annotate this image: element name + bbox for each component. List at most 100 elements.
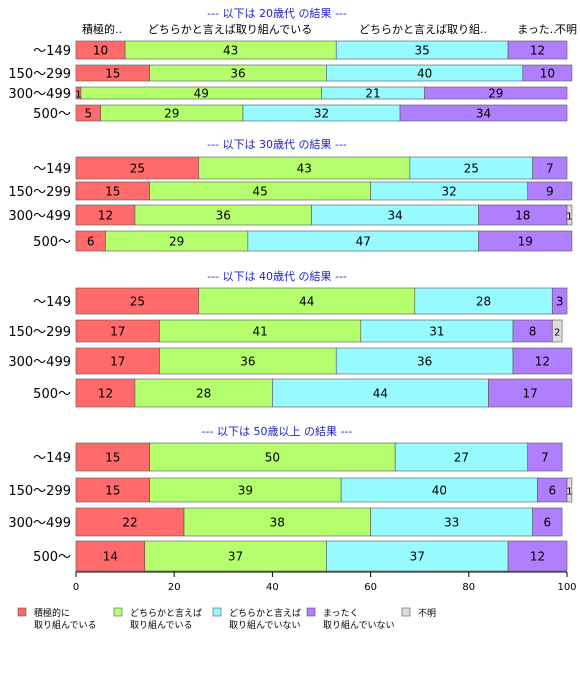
- data-label: 40: [417, 67, 432, 81]
- bar-segment: [75, 287, 200, 315]
- data-label: 37: [228, 550, 243, 564]
- bar-segment: [326, 540, 509, 572]
- data-label: 12: [535, 355, 550, 369]
- category-label: 500～: [33, 235, 71, 250]
- panel-title: --- 以下は 50歳以上 の結果 ---: [202, 424, 353, 438]
- data-label: 39: [238, 484, 253, 498]
- category-label: 300～499: [8, 209, 71, 224]
- category-label: 150～299: [8, 325, 71, 340]
- legend-swatch: [212, 607, 222, 617]
- bar-segment: [159, 347, 337, 375]
- x-tick-label: 60: [364, 582, 377, 593]
- data-label: 25: [130, 295, 145, 309]
- x-tick-label: 80: [462, 582, 475, 593]
- data-label: 5: [84, 107, 92, 121]
- data-label: 35: [415, 44, 430, 58]
- panel-title: --- 以下は 20歳代 の結果 ---: [207, 6, 347, 20]
- data-label: 14: [103, 550, 118, 564]
- category-label: 150～299: [8, 67, 71, 82]
- data-label: 12: [98, 209, 113, 223]
- data-label: 36: [230, 67, 245, 81]
- bar-segment: [527, 442, 563, 472]
- data-label: 44: [299, 295, 314, 309]
- data-label: 40: [432, 484, 447, 498]
- data-label: 41: [252, 325, 267, 339]
- x-tick-label: 100: [557, 582, 576, 593]
- legend-label: どちらかと言えば取り組んでいる: [130, 607, 202, 631]
- data-label: 15: [105, 451, 120, 465]
- bar-segment: [532, 156, 568, 180]
- data-label: 38: [270, 516, 285, 530]
- bar-segment: [566, 477, 573, 503]
- bar-segment: [399, 104, 568, 122]
- data-label: 43: [297, 162, 312, 176]
- bar-segment: [537, 477, 568, 503]
- category-label: 300～499: [8, 87, 71, 102]
- bar-segment: [75, 477, 150, 503]
- data-label: 9: [546, 185, 554, 199]
- bar-segment: [149, 477, 342, 503]
- column-header: 積極的..: [82, 22, 122, 36]
- bar-segment: [134, 378, 273, 408]
- data-label: 17: [523, 387, 538, 401]
- data-label: 12: [98, 387, 113, 401]
- bar-segment: [340, 477, 538, 503]
- bar-segment: [551, 319, 563, 343]
- category-label: 500～: [33, 387, 71, 402]
- category-label: 300～499: [8, 355, 71, 370]
- data-label: 6: [87, 235, 95, 249]
- bar-segment: [512, 347, 573, 375]
- data-label: 10: [540, 67, 555, 81]
- x-tick-label: 0: [73, 582, 79, 593]
- data-label: 7: [546, 162, 554, 176]
- bar-segment: [527, 181, 573, 201]
- data-label: 29: [164, 107, 179, 121]
- category-label: 500～: [33, 107, 71, 122]
- panel-title: --- 以下は 30歳代 の結果 ---: [207, 137, 347, 151]
- bar-segment: [507, 540, 568, 572]
- bar-segment: [551, 287, 568, 315]
- bar-segment: [272, 378, 489, 408]
- data-label: 25: [130, 162, 145, 176]
- category-label: 300～499: [8, 516, 71, 531]
- data-label: 21: [365, 87, 380, 101]
- data-label: 15: [105, 185, 120, 199]
- data-label: 43: [223, 44, 238, 58]
- data-label: 8: [529, 325, 537, 339]
- data-label: 34: [388, 209, 403, 223]
- legend-swatch: [401, 607, 411, 617]
- data-label: 29: [488, 87, 503, 101]
- panel-title: --- 以下は 40歳代 の結果 ---: [207, 269, 347, 283]
- category-label: 150～299: [8, 185, 71, 200]
- data-label: 47: [356, 235, 371, 249]
- data-label: 34: [476, 107, 491, 121]
- bar-segment: [144, 540, 327, 572]
- bar-segment: [522, 64, 573, 82]
- data-label: 1: [566, 487, 572, 498]
- column-header: 不明: [555, 23, 577, 36]
- data-label: 36: [417, 355, 432, 369]
- data-label: 28: [476, 295, 491, 309]
- legend-swatch: [113, 607, 123, 617]
- legend-swatch: [17, 607, 27, 617]
- bar-segment: [478, 230, 573, 252]
- data-label: 32: [314, 107, 329, 121]
- category-label: ～149: [33, 44, 71, 59]
- column-header: どちらかと言えば取り組んでいる: [148, 23, 312, 36]
- bar-segment: [414, 287, 553, 315]
- data-label: 27: [454, 451, 469, 465]
- bar-segment: [488, 378, 573, 408]
- legend-label: どちらかと言えば取り組んでいない: [229, 607, 301, 631]
- category-label: 500～: [33, 550, 71, 565]
- data-label: 32: [442, 185, 457, 199]
- bar-segment: [394, 442, 529, 472]
- legend-label: 不明: [418, 608, 436, 619]
- bar-segment: [532, 507, 563, 537]
- data-label: 49: [194, 87, 209, 101]
- bar-segment: [424, 86, 568, 100]
- data-label: 15: [105, 484, 120, 498]
- data-label: 33: [444, 516, 459, 530]
- legend-label: まったく取り組んでいない: [323, 608, 395, 631]
- data-label: 31: [429, 325, 444, 339]
